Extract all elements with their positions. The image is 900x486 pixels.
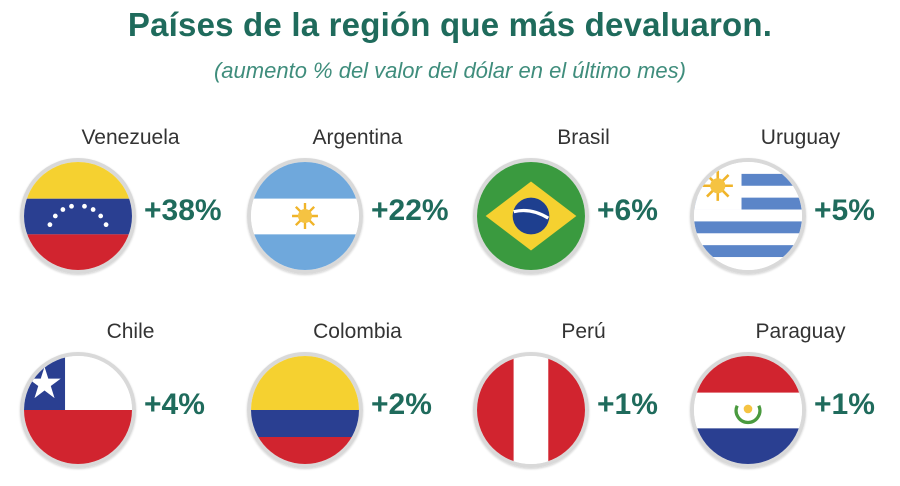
percentage-value: +1% [597,388,658,421]
country-name: Paraguay [755,320,846,343]
country-name: Venezuela [81,126,180,149]
country-name: Chile [106,320,155,343]
argentina-flag-icon [247,158,363,274]
country-name: Perú [561,320,606,343]
colombia-flag-icon [247,352,363,468]
percentage-value: +4% [144,388,205,421]
uruguay-flag-icon [690,158,806,274]
chart-title: Países de la región que más devaluaron. [127,6,773,43]
paraguay-flag-icon [690,352,806,468]
percentage-value: +22% [371,194,449,227]
country-card-argentina: Argentina +22% [247,126,469,286]
chart-subtitle: (aumento % del valor del dólar en el últ… [213,58,686,83]
peru-flag-icon [473,352,589,468]
percentage-value: +1% [814,388,875,421]
percentage-value: +2% [371,388,432,421]
country-card-venezuela: Venezuela +38% [20,126,242,286]
country-card-uruguay: Uruguay +5% [690,126,900,286]
chile-flag-icon [20,352,136,468]
percentage-value: +5% [814,194,875,227]
country-card-brasil: Brasil +6% [473,126,695,286]
country-card-peru: Perú +1% [473,320,695,480]
country-name: Colombia [313,320,402,343]
venezuela-flag-icon [20,158,136,274]
country-name: Brasil [557,126,610,149]
percentage-value: +6% [597,194,658,227]
brazil-flag-icon [473,158,589,274]
country-name: Uruguay [760,126,841,149]
country-card-paraguay: Paraguay +1% [690,320,900,480]
percentage-value: +38% [144,194,222,227]
country-card-colombia: Colombia +2% [247,320,469,480]
country-card-chile: Chile +4% [20,320,242,480]
country-name: Argentina [312,126,403,149]
